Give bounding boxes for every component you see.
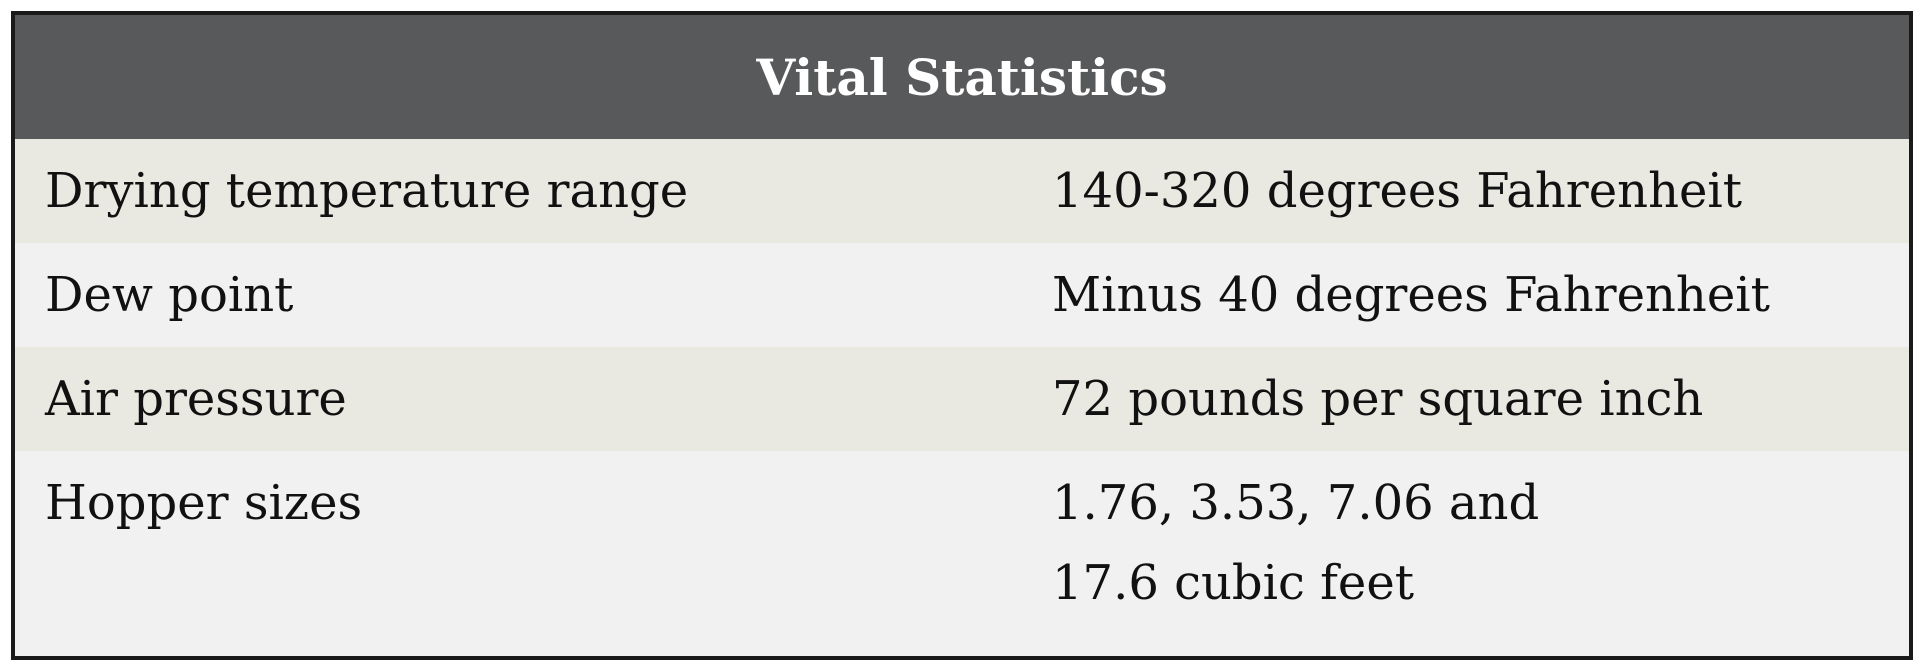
table-cell: 140-320 degrees Fahrenheit — [1052, 163, 1743, 219]
cell-line: 1.76, 3.53, 7.06 and — [1052, 475, 1540, 531]
table-cell: Hopper sizes — [45, 475, 363, 531]
table-cell: Dew point — [45, 267, 294, 323]
table-cell: 1.76, 3.53, 7.06 and 17.6 cubic feet — [1052, 463, 1539, 623]
table-body: Drying temperature range 140-320 degrees … — [15, 139, 1909, 656]
cell-line: 17.6 cubic feet — [1052, 555, 1415, 611]
table-cell: Drying temperature range — [45, 163, 689, 219]
table-row: Air pressure 72 pounds per square inch — [15, 347, 1909, 451]
table-cell: Air pressure — [45, 371, 347, 427]
table-row: Drying temperature range 140-320 degrees … — [15, 139, 1909, 243]
table-row: Dew point Minus 40 degrees Fahrenheit — [15, 243, 1909, 347]
table-cell: Minus 40 degrees Fahrenheit — [1052, 267, 1770, 323]
table-cell: 72 pounds per square inch — [1052, 371, 1704, 427]
table-title: Vital Statistics — [15, 15, 1909, 139]
table: Vital Statistics Drying temperature rang… — [11, 11, 1913, 660]
table-row: Hopper sizes 1.76, 3.53, 7.06 and 17.6 cub… — [15, 451, 1909, 656]
